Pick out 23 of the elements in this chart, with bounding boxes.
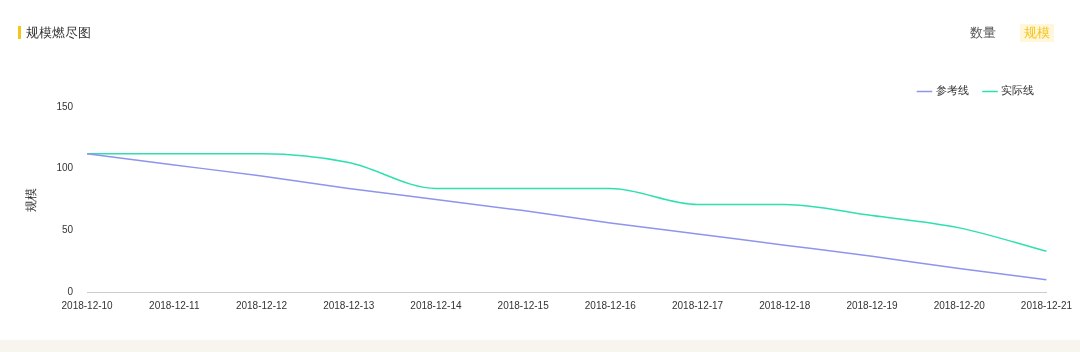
x-tick-label: 2018-12-13	[323, 299, 375, 311]
legend-label: 实际线	[1001, 84, 1034, 98]
x-tick-label: 2018-12-15	[497, 299, 550, 311]
line-series	[86, 153, 1048, 281]
x-tick-label: 2018-12-21	[1020, 299, 1073, 311]
x-tick-label: 2018-12-20	[933, 299, 986, 311]
x-tick-label: 2018-12-12	[235, 299, 288, 311]
y-tick-label: 150	[56, 100, 74, 112]
y-tick-label: 100	[56, 162, 74, 174]
text: 规模	[1020, 24, 1054, 42]
y-tick-label: 0	[67, 285, 74, 297]
x-tick-label: 2018-12-11	[149, 299, 200, 311]
y-tick-label: 50	[61, 224, 74, 236]
text: 数量	[970, 24, 996, 42]
x-tick-label: 2018-12-10	[61, 299, 114, 311]
x-tick-label: 2018-12-14	[410, 299, 462, 311]
legend-label: 参考线	[935, 84, 969, 98]
x-tick-label: 2018-12-18	[759, 299, 811, 311]
x-tick-label: 2018-12-17	[672, 299, 724, 311]
y-axis-title: 规模	[23, 187, 38, 212]
chart-title: 规模燃尽图	[26, 24, 91, 42]
x-tick-label: 2018-12-16	[584, 299, 637, 311]
x-tick-label: 2018-12-19	[846, 299, 899, 311]
